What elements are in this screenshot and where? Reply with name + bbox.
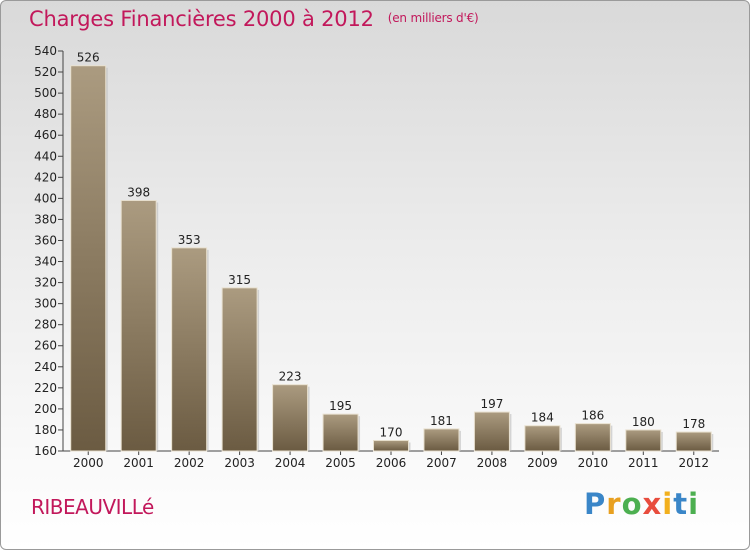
- y-tick-label: 500: [34, 86, 57, 100]
- y-tick-label: 400: [34, 191, 57, 205]
- data-label: 353: [178, 233, 201, 247]
- data-label: 197: [480, 397, 503, 411]
- data-label: 223: [279, 370, 302, 384]
- x-tick-label: 2011: [628, 456, 659, 470]
- logo-letter: r: [606, 487, 622, 521]
- city-name: RIBEAUVILLé: [31, 495, 154, 519]
- chart-subtitle: (en milliers d'€): [387, 11, 479, 25]
- data-label: 178: [682, 417, 705, 431]
- y-tick-label: 460: [34, 128, 57, 142]
- y-tick-label: 320: [34, 276, 57, 290]
- logo-letter: i: [688, 487, 700, 521]
- x-tick-label: 2003: [224, 456, 255, 470]
- x-tick-label: 2009: [527, 456, 558, 470]
- bar: [675, 431, 712, 452]
- x-tick-label: 2005: [325, 456, 356, 470]
- x-tick-label: 2002: [174, 456, 205, 470]
- logo-letter: P: [584, 487, 607, 521]
- bar: [322, 413, 359, 452]
- y-tick-label: 340: [34, 255, 57, 269]
- y-tick-label: 180: [34, 423, 57, 437]
- axes: 160 180 200 220 240 260 280 300 320 340 360 380 400 4…: [34, 44, 719, 470]
- logo-letter: i: [662, 487, 674, 521]
- data-label: 315: [228, 273, 251, 287]
- logo-letter: x: [642, 487, 663, 521]
- logo-letter: t: [673, 487, 689, 521]
- x-tick-label: 2010: [578, 456, 609, 470]
- data-label: 195: [329, 399, 352, 413]
- data-label: 184: [531, 411, 554, 425]
- bar: [70, 65, 107, 452]
- y-tick-label: 420: [34, 170, 57, 184]
- proxiti-logo[interactable]: Proxiti: [584, 487, 699, 521]
- y-tick-label: 300: [34, 297, 57, 311]
- x-tick-label: 2006: [376, 456, 407, 470]
- data-label: 181: [430, 414, 453, 428]
- bar: [272, 384, 309, 452]
- bar: [221, 287, 258, 452]
- bar: [423, 428, 460, 452]
- x-tick-label: 2000: [73, 456, 104, 470]
- data-label: 186: [581, 409, 604, 423]
- x-tick-label: 2001: [123, 456, 154, 470]
- data-label: 180: [632, 415, 655, 429]
- y-tick-label: 220: [34, 381, 57, 395]
- chart-title: Charges Financières 2000 à 2012 (en milli…: [29, 7, 479, 31]
- y-tick-label: 440: [34, 149, 57, 163]
- y-tick-label: 160: [34, 444, 57, 458]
- y-tick-label: 520: [34, 65, 57, 79]
- y-tick-label: 280: [34, 318, 57, 332]
- logo-letter: o: [621, 487, 643, 521]
- bar: [625, 429, 662, 452]
- bar: [171, 247, 208, 452]
- bar: [524, 425, 561, 452]
- bar: [373, 439, 409, 452]
- y-tick-label: 200: [34, 402, 57, 416]
- bar: [473, 411, 510, 452]
- x-tick-label: 2008: [477, 456, 508, 470]
- y-tick-label: 480: [34, 107, 57, 121]
- chart-title-text: Charges Financières 2000 à 2012: [29, 7, 374, 31]
- data-label: 398: [127, 185, 150, 199]
- y-tick-label: 380: [34, 212, 57, 226]
- bar: [120, 199, 157, 452]
- bar: [574, 423, 611, 452]
- value-labels: 526 398 353 315 223 195 170 181 197 184 186 180 178: [77, 51, 705, 440]
- x-tick-label: 2004: [275, 456, 306, 470]
- y-tick-label: 260: [34, 339, 57, 353]
- y-tick-label: 540: [34, 44, 57, 58]
- bars: [70, 65, 714, 452]
- y-tick-label: 240: [34, 360, 57, 374]
- y-tick-label: 360: [34, 233, 57, 247]
- data-label: 170: [380, 425, 403, 439]
- x-tick-label: 2007: [426, 456, 457, 470]
- data-label: 526: [77, 51, 100, 65]
- x-tick-label: 2012: [678, 456, 709, 470]
